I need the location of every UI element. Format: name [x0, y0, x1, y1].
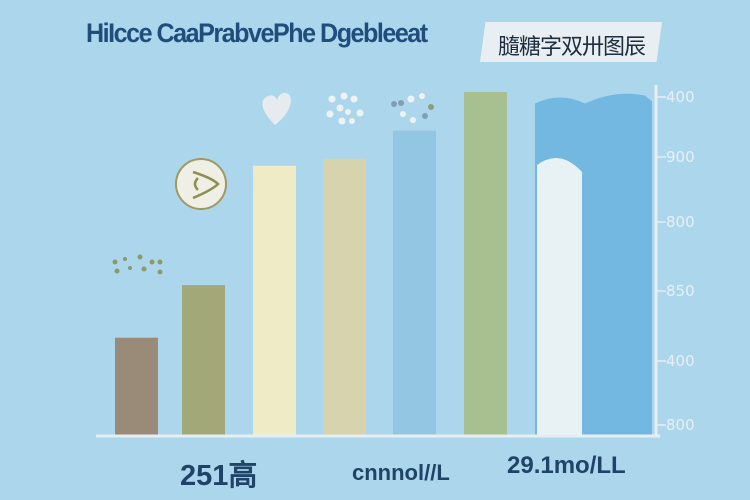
bar: [393, 130, 436, 436]
y-tick-label: 900: [666, 148, 695, 166]
bar: [115, 337, 158, 436]
y-tick-label: 400: [666, 88, 695, 106]
chart-title: HiIcce CaaPrabvePhe Dgebleeat: [86, 18, 428, 48]
x-label-3: 29.1mo/LL: [507, 452, 626, 479]
subtitle-badge: 膸糖字双卅图辰: [480, 22, 662, 62]
bar-highlight: [537, 157, 582, 436]
heart-icon: [262, 92, 291, 125]
y-tick-label: 800: [666, 213, 695, 231]
bar: [323, 158, 366, 436]
x-label-2: cnnnol//L: [352, 460, 450, 485]
x-label-1: 251高: [180, 460, 258, 492]
y-tick-label: 800: [666, 416, 695, 434]
dots-icon: [391, 93, 434, 123]
chart-subtitle: 膸糖字双卅图辰: [498, 35, 646, 60]
y-tick-label: 850: [666, 282, 695, 300]
dots-icon: [112, 254, 163, 275]
bar: [182, 285, 225, 436]
fish-badge-icon: [175, 158, 227, 210]
bar: [464, 92, 507, 437]
bar: [253, 165, 296, 437]
flowers-icon: [326, 92, 364, 125]
y-tick-label: 400: [666, 352, 695, 370]
